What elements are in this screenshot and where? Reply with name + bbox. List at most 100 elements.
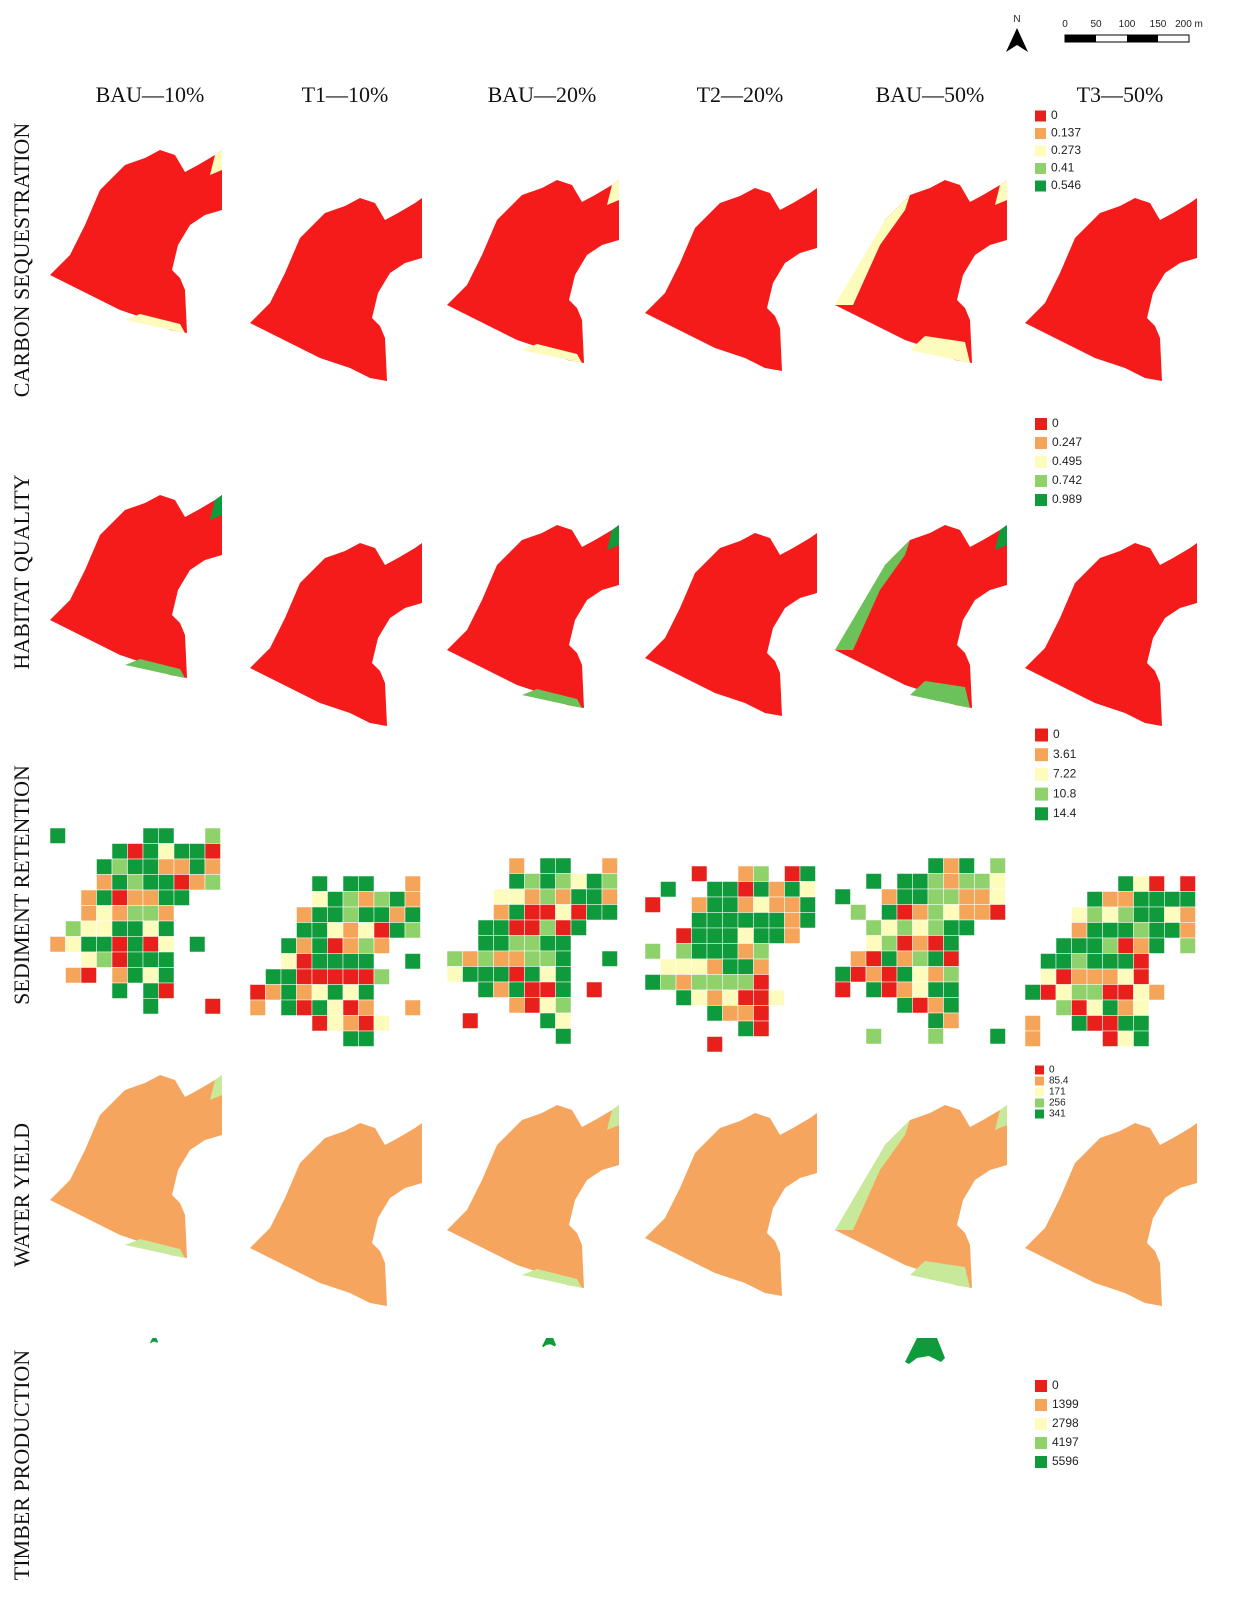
map-cell	[204, 858, 221, 875]
map-cell	[896, 981, 913, 998]
legend-label: 1399	[1052, 1397, 1079, 1411]
map-cell	[912, 966, 929, 983]
map-cell	[1055, 999, 1072, 1016]
map-cell	[555, 904, 572, 921]
map-cell	[96, 920, 113, 937]
map-cell	[865, 950, 882, 967]
map-cell	[927, 919, 944, 936]
map-cell	[142, 843, 159, 860]
map-cell	[601, 888, 618, 905]
map-cell	[477, 919, 494, 936]
legend-label: 0	[1049, 1065, 1055, 1076]
map-cell	[111, 843, 128, 860]
map-cell	[327, 953, 344, 970]
map-cell	[493, 888, 510, 905]
legend-swatch	[1035, 456, 1047, 468]
map-cell	[753, 881, 770, 898]
map-cell	[327, 1015, 344, 1032]
map-cell	[142, 936, 159, 953]
map-cell	[493, 904, 510, 921]
map-cell	[1117, 968, 1134, 985]
map-cell	[706, 912, 723, 929]
map-area	[50, 1075, 222, 1258]
map-cell	[1086, 968, 1103, 985]
map-cell	[737, 1005, 754, 1022]
map-cell	[1102, 1030, 1119, 1047]
map-cell	[446, 950, 463, 967]
map-edge-zone	[125, 659, 185, 678]
map-cell	[881, 888, 898, 905]
legend-label: 0	[1052, 416, 1059, 430]
map-cell	[943, 888, 960, 905]
map-cell	[555, 997, 572, 1014]
map-cell	[342, 906, 359, 923]
map-cell	[311, 968, 328, 985]
map-cell	[644, 896, 661, 913]
map-edge-zone	[125, 1239, 185, 1258]
map-cell	[974, 904, 991, 921]
map-cell	[865, 981, 882, 998]
map-cell	[1040, 953, 1057, 970]
legend-swatch	[1035, 1456, 1047, 1468]
map-row: TIMBER PRODUCTION 0 1399 2798 4197 5596	[9, 1338, 1079, 1580]
map-cell	[342, 875, 359, 892]
legend-label: 5596	[1052, 1454, 1079, 1468]
map-area	[250, 198, 422, 381]
map-cell	[570, 904, 587, 921]
map-cell	[358, 1030, 375, 1047]
map-cell	[173, 843, 190, 860]
map-cell	[296, 937, 313, 954]
map-cell	[1102, 937, 1119, 954]
map-cell	[850, 904, 867, 921]
map-cell	[943, 857, 960, 874]
legend-swatch	[1035, 1109, 1044, 1119]
map-cell	[737, 1020, 754, 1037]
map-cell	[912, 950, 929, 967]
map-cell	[524, 981, 541, 998]
map-cell	[834, 888, 851, 905]
map-cell	[753, 1020, 770, 1037]
map-cell	[508, 997, 525, 1014]
map-cell	[570, 888, 587, 905]
map-area	[542, 1338, 556, 1348]
map-cell	[753, 1005, 770, 1022]
map-cell	[799, 881, 816, 898]
map-cell	[896, 873, 913, 890]
map-cell	[555, 857, 572, 874]
map-cell	[570, 919, 587, 936]
map-cell	[358, 875, 375, 892]
map-cell	[586, 873, 603, 890]
map-cell	[1055, 984, 1072, 1001]
map-cell	[296, 906, 313, 923]
map-cell	[881, 919, 898, 936]
map-cell	[96, 905, 113, 922]
map-cell	[1071, 968, 1088, 985]
map-cell	[539, 857, 556, 874]
map-cell	[142, 827, 159, 844]
column-header: BAU—20%	[488, 82, 597, 107]
legend-label: 0.247	[1052, 435, 1082, 449]
map-cell	[737, 974, 754, 991]
map-cell	[342, 937, 359, 954]
map-cell	[927, 1012, 944, 1029]
map-cell	[1071, 937, 1088, 954]
legend-swatch	[1035, 1098, 1044, 1108]
map-cell	[706, 927, 723, 944]
map-cell	[189, 843, 206, 860]
map-cell	[173, 874, 190, 891]
map-cell	[1117, 937, 1134, 954]
map-cell	[1117, 953, 1134, 970]
map-cell	[737, 881, 754, 898]
map-cell	[158, 843, 175, 860]
map-cell	[555, 935, 572, 952]
map-cell	[373, 968, 390, 985]
map-cell	[96, 951, 113, 968]
map-cell	[142, 858, 159, 875]
map-cell	[1086, 984, 1103, 1001]
map-cell	[1133, 1030, 1150, 1047]
north-arrow: N	[1006, 14, 1028, 52]
map-cell	[49, 936, 66, 953]
map-edge-zone	[607, 180, 619, 205]
map-cell	[896, 935, 913, 952]
column-header: BAU—50%	[876, 82, 985, 107]
